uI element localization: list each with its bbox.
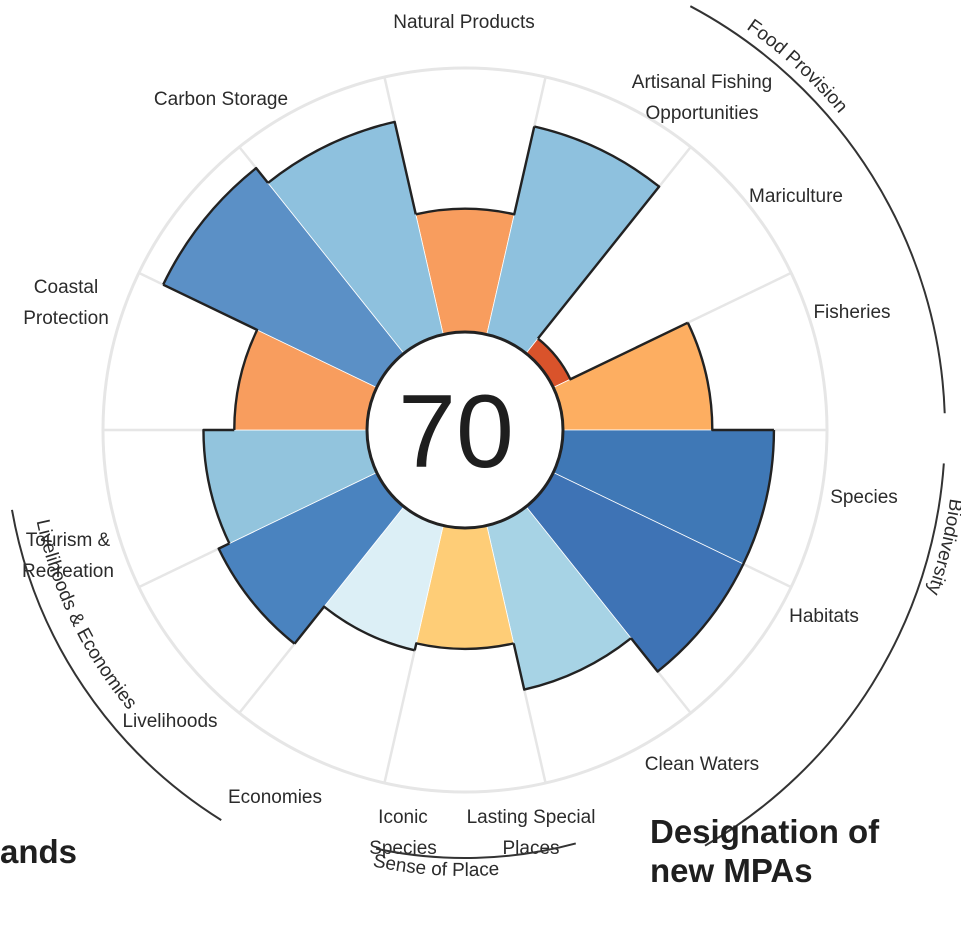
label-line: Species	[830, 487, 898, 508]
label-line: Recreation	[22, 561, 114, 582]
label-line: Livelihoods	[122, 711, 217, 732]
group-arc-livelihoods-economies	[11, 509, 222, 821]
label-coastal-protection: Coastal Protection	[23, 277, 109, 329]
label-economies: Economies	[228, 787, 322, 808]
group-label-food-provision: Food Provision	[743, 16, 851, 118]
label-fisheries: Fisheries	[813, 302, 890, 323]
label-line: Habitats	[789, 606, 859, 627]
label-line: Opportunities	[645, 103, 758, 124]
label-habitats: Habitats	[789, 606, 859, 627]
label-natural-products: Natural Products	[393, 12, 535, 33]
label-line: Coastal	[34, 277, 98, 298]
group-arc-biodiversity	[704, 463, 945, 847]
group-arc-sense-of-place	[375, 842, 577, 859]
label-line: Species	[369, 838, 437, 859]
label-species: Species	[830, 487, 898, 508]
overlay-right-line-1: Designation of	[650, 813, 880, 850]
label-line: Places	[502, 838, 559, 859]
label-line: Tourism &	[26, 530, 111, 551]
label-line: Carbon Storage	[154, 89, 288, 110]
petal-outline	[162, 120, 776, 691]
label-line: Clean Waters	[645, 754, 759, 775]
label-tourism-recreation: Tourism & Recreation	[22, 530, 114, 582]
group-arc-food-provision	[689, 5, 946, 414]
label-line: Natural Products	[393, 12, 535, 33]
label-carbon-storage: Carbon Storage	[154, 89, 288, 110]
label-line: Protection	[23, 308, 109, 329]
label-iconic-species: Iconic Species	[369, 807, 437, 859]
label-layer: Natural Products Artisanal Fishing Opportu…	[22, 12, 898, 859]
label-lasting-special-places: Lasting Special Places	[467, 807, 596, 859]
group-label-biodiversity: Biodiversity	[922, 497, 961, 598]
petal-outline-layer	[162, 120, 776, 691]
overlay-right-line-2: new MPAs	[650, 851, 813, 889]
petal-layer	[162, 121, 775, 691]
overlay-right-text: Designation of new MPAs	[650, 813, 879, 891]
label-line: Fisheries	[813, 302, 890, 323]
label-line: Economies	[228, 787, 322, 808]
label-mariculture: Mariculture	[749, 186, 843, 207]
overlay-left-text: ands	[0, 833, 78, 870]
label-line: Iconic	[378, 807, 428, 828]
label-livelihoods: Livelihoods	[122, 711, 217, 732]
label-artisanal-fishing: Artisanal Fishing Opportunities	[632, 72, 772, 124]
label-line: Lasting Special	[467, 807, 596, 828]
label-line: Artisanal Fishing	[632, 72, 772, 93]
petal-artisanal-fishing	[486, 126, 660, 354]
center-circle	[365, 330, 565, 530]
center-score: 70	[398, 374, 514, 490]
label-clean-waters: Clean Waters	[645, 754, 759, 775]
label-line: Mariculture	[749, 186, 843, 207]
